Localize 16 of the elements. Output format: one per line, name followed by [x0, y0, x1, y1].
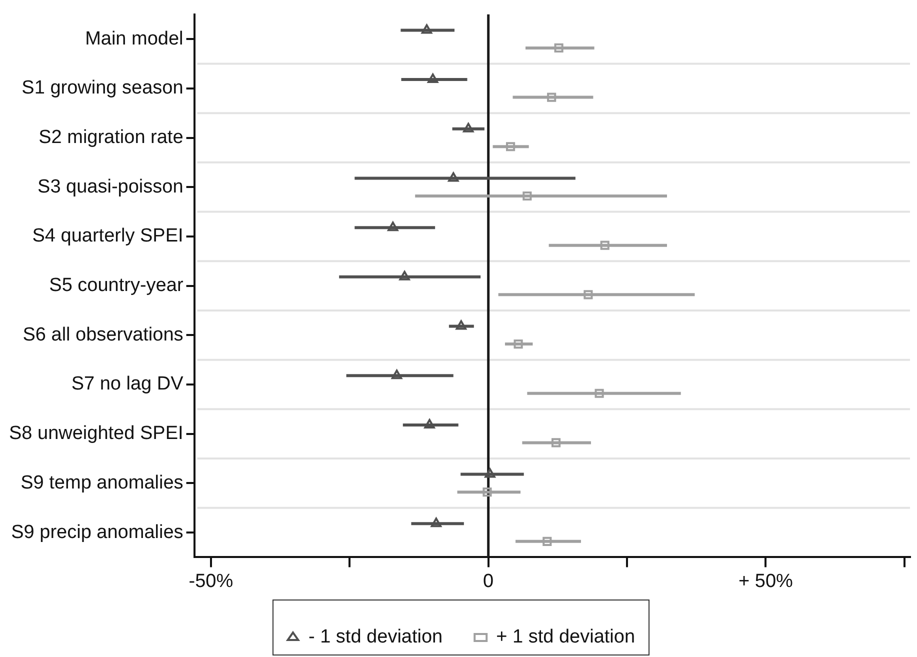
x-tick-label: -50%	[188, 570, 234, 592]
y-tick-label: S4 quarterly SPEI	[32, 226, 184, 247]
y-tick-label: S9 temp anomalies	[20, 472, 184, 494]
legend-label: + 1 std deviation	[496, 626, 636, 648]
x-tick-label: 0	[483, 570, 494, 592]
y-tick-label: S9 precip anomalies	[11, 522, 184, 543]
y-tick-label: S6 all observations	[22, 324, 184, 346]
y-tick-label: S2 migration rate	[38, 127, 184, 148]
y-tick-label: Main model	[85, 28, 184, 50]
y-tick-label: S1 growing season	[22, 78, 184, 99]
legend-label: - 1 std deviation	[308, 626, 443, 648]
y-tick-label: S8 unweighted SPEI	[8, 423, 184, 444]
y-tick-label: S3 quasi-poisson	[38, 176, 184, 198]
x-tick-label: + 50%	[738, 570, 794, 592]
y-tick-label: S5 country-year	[49, 275, 184, 296]
y-tick-label: S7 no lag DV	[71, 374, 184, 395]
